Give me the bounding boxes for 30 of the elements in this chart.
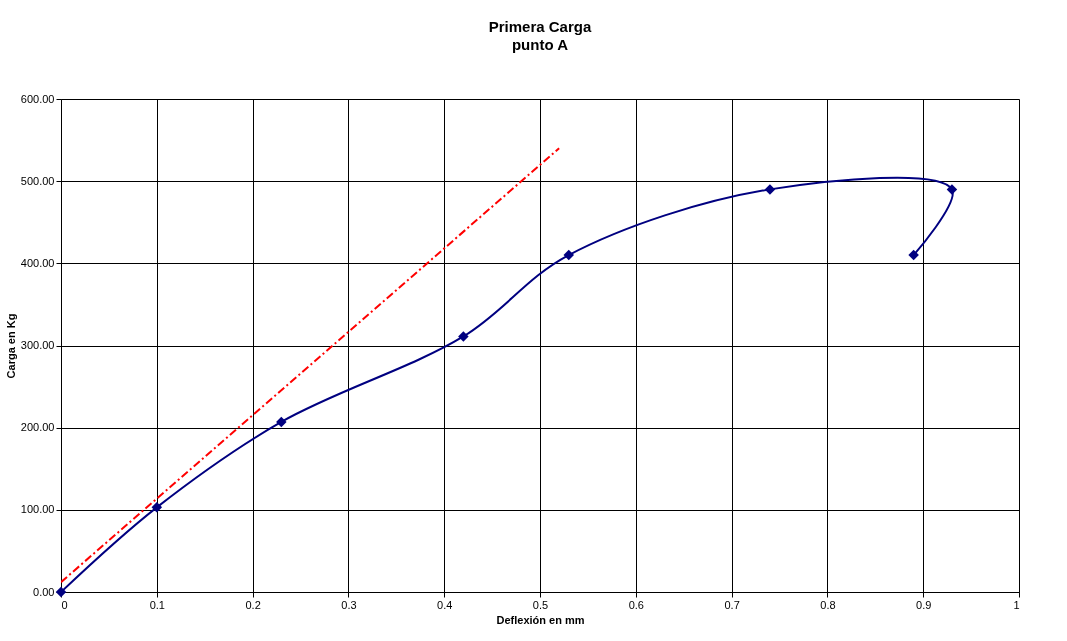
x-tick-label: 0.5 xyxy=(532,598,549,611)
x-tick-label: 0.9 xyxy=(916,598,932,611)
x-tick-label: 0.2 xyxy=(245,598,261,611)
x-tick-label: 0 xyxy=(61,598,68,611)
chart-title: Primera Carga xyxy=(488,18,592,35)
y-tick-label: 0.00 xyxy=(33,585,55,598)
point xyxy=(946,184,958,195)
x-tick-label: 1 xyxy=(1013,598,1020,611)
x-axis-title: Deflexión en mm xyxy=(496,613,585,626)
x-tick-label: 0.8 xyxy=(820,598,836,611)
point xyxy=(458,331,469,342)
y-tick-label: 200.00 xyxy=(20,421,55,434)
point xyxy=(908,249,919,261)
x-tick-label: 0.4 xyxy=(437,598,453,611)
point xyxy=(151,502,163,513)
point xyxy=(276,416,287,428)
x-tick-label: 0.1 xyxy=(149,598,165,611)
y-tick-label: 300.00 xyxy=(20,339,55,351)
y-axis-title: Carga en Kg xyxy=(4,313,17,379)
point xyxy=(563,249,574,261)
y-tick-label: 100.00 xyxy=(20,503,55,516)
x-tick-label: 0.7 xyxy=(724,598,740,611)
chart-subtitle: punto A xyxy=(511,36,569,53)
y-tick-label: 500.00 xyxy=(20,174,55,187)
y-tick-label: 400.00 xyxy=(20,256,55,269)
y-tick-label: 600.00 xyxy=(20,92,55,105)
x-tick-label: 0.6 xyxy=(628,598,644,611)
point xyxy=(55,586,67,598)
point xyxy=(764,184,776,195)
x-tick-label: 0.3 xyxy=(341,598,357,611)
